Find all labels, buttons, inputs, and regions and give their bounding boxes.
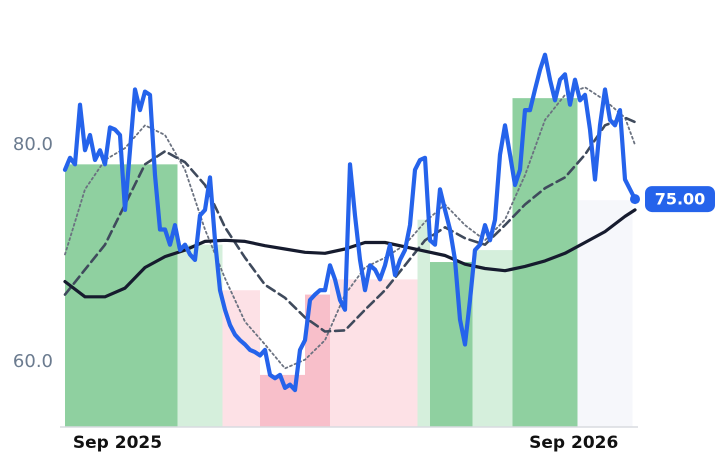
- badge-bg: [645, 186, 715, 213]
- last-value-badge: 75.00: [645, 186, 715, 213]
- last-point: [630, 194, 640, 205]
- band: [472, 250, 513, 427]
- band: [177, 244, 223, 427]
- band: [417, 219, 430, 427]
- last-value-label: 75.00: [655, 190, 706, 209]
- x-tick-label: Sep 2025: [73, 433, 162, 453]
- series-line: [62, 52, 638, 393]
- x-tick-label: Sep 2026: [529, 433, 618, 453]
- band: [222, 290, 260, 427]
- band: [577, 200, 633, 427]
- series-line: [63, 208, 637, 299]
- series-line: [63, 116, 637, 333]
- series-line: [64, 86, 636, 370]
- y-tick-label: 60.0: [13, 351, 53, 372]
- y-tick-label: 80.0: [13, 134, 53, 155]
